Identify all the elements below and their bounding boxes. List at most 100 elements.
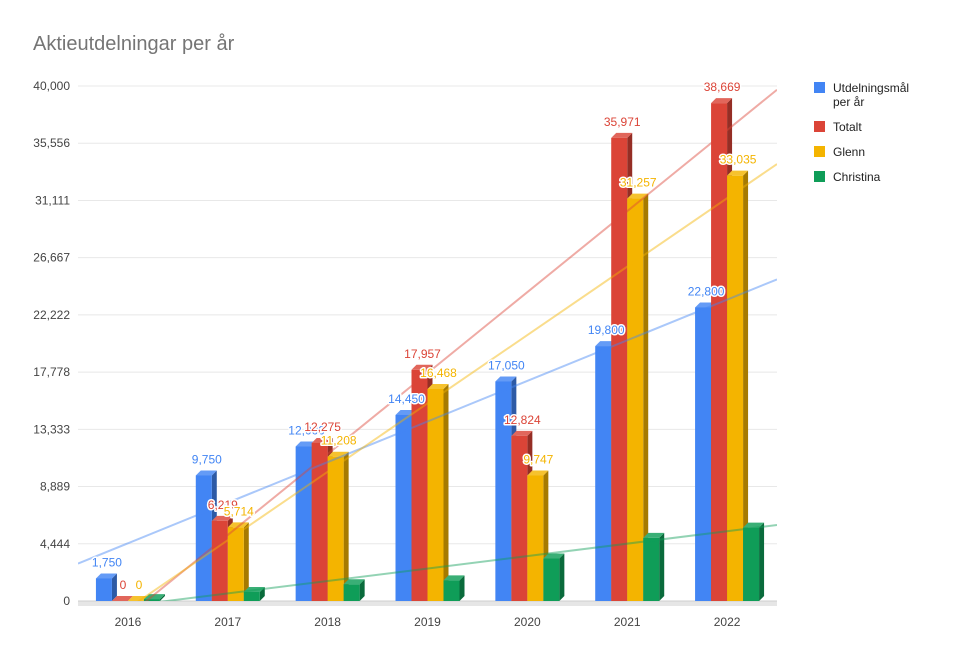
data-label: 12,824	[504, 413, 541, 427]
bar	[427, 383, 449, 601]
x-tick-label: 2018	[314, 615, 341, 629]
bar-front	[95, 578, 112, 601]
bar-top	[143, 594, 165, 600]
bar-front	[711, 103, 728, 601]
bar-side	[659, 532, 665, 601]
bar-front	[411, 369, 428, 601]
bar-top	[611, 132, 633, 138]
data-label: 14,450	[388, 392, 425, 406]
legend-item: Christina	[814, 170, 881, 184]
bar-top	[695, 302, 717, 308]
y-tick-label: 0	[63, 594, 70, 608]
x-tick-label: 2019	[414, 615, 441, 629]
bar-front	[295, 446, 312, 601]
y-tick-label: 26,667	[33, 251, 70, 265]
bar	[95, 573, 117, 601]
bar-top	[595, 341, 617, 347]
data-label: 19,800	[588, 323, 625, 337]
bar	[127, 596, 149, 601]
bar-top	[727, 170, 749, 176]
data-label: 17,050	[488, 358, 525, 372]
data-label: 9,750	[192, 452, 222, 466]
legend-swatch	[814, 146, 825, 157]
bar-side	[159, 594, 165, 601]
bar-side	[111, 573, 117, 601]
bar-top	[411, 364, 433, 370]
data-label: 0	[120, 578, 127, 592]
bar-front	[143, 599, 160, 601]
bar	[143, 594, 165, 601]
bar-top	[495, 376, 517, 382]
bar-side	[759, 522, 765, 601]
bar	[627, 193, 649, 601]
y-axis-ticks: 0 4,444 8,889 13,333 17,778 22,222 26,667 31,11…	[33, 79, 70, 608]
bar-top	[127, 596, 149, 601]
bar-top	[543, 553, 565, 559]
bar-front	[627, 198, 644, 601]
x-tick-label: 2017	[214, 615, 241, 629]
bar-top	[627, 193, 649, 199]
bar-top	[395, 409, 417, 415]
bar-front	[211, 520, 228, 601]
bar-front	[243, 591, 260, 601]
bar-side	[243, 522, 249, 601]
bar-side	[643, 193, 649, 601]
data-label: 38,669	[704, 80, 741, 94]
chart-title: Aktieutdelningar per år	[33, 33, 235, 55]
legend-label: Utdelningsmål	[833, 81, 909, 95]
x-tick-label: 2021	[614, 615, 641, 629]
legend-swatch	[814, 121, 825, 132]
data-label: 17,957	[404, 347, 441, 361]
bar-front	[195, 475, 212, 601]
x-tick-label: 2016	[115, 615, 142, 629]
bar-top	[95, 573, 117, 579]
bar	[227, 522, 249, 601]
bar-top	[427, 383, 449, 389]
data-label: 1,750	[92, 555, 122, 569]
trendline	[144, 88, 777, 601]
data-label: 35,971	[604, 115, 641, 129]
bar-top	[327, 451, 349, 457]
data-label: 6,219	[208, 498, 238, 512]
trendline	[137, 163, 777, 601]
bar-top	[643, 532, 665, 538]
y-tick-label: 31,111	[35, 193, 70, 207]
bar-top	[295, 441, 317, 447]
bar	[243, 586, 265, 601]
y-tick-label: 40,000	[33, 79, 70, 93]
bar-front	[527, 475, 544, 601]
data-label: 12,275	[304, 420, 341, 434]
bar-side	[459, 575, 465, 601]
legend-swatch	[814, 82, 825, 93]
bar	[643, 532, 665, 601]
bar-front	[643, 537, 660, 601]
bar-front	[695, 307, 712, 601]
bar-side	[743, 170, 749, 601]
bar-top	[711, 98, 733, 104]
bar-top	[227, 522, 249, 528]
y-tick-label: 8,889	[40, 480, 70, 494]
data-label: 11,208	[321, 434, 357, 448]
bar-side	[259, 586, 265, 601]
data-label: 33,035	[720, 153, 757, 167]
legend-swatch	[814, 171, 825, 182]
bar-front	[727, 175, 744, 601]
data-label: 31,257	[620, 176, 657, 190]
legend-label: Totalt	[833, 120, 862, 134]
legend-label: per år	[833, 95, 864, 109]
bar-front	[595, 346, 612, 601]
bar-top	[195, 470, 217, 476]
x-axis-ticks: 2016 2017 2018 2019 2020 2021 2022	[115, 615, 741, 629]
y-tick-label: 35,556	[33, 136, 70, 150]
bar	[111, 596, 133, 601]
data-label: 12,000	[288, 424, 325, 438]
data-label: 16,468	[420, 366, 457, 380]
bar-side	[359, 579, 365, 601]
bar-front	[343, 584, 360, 601]
bar-top	[743, 522, 765, 528]
bar-top	[443, 575, 465, 581]
bar	[743, 522, 765, 601]
